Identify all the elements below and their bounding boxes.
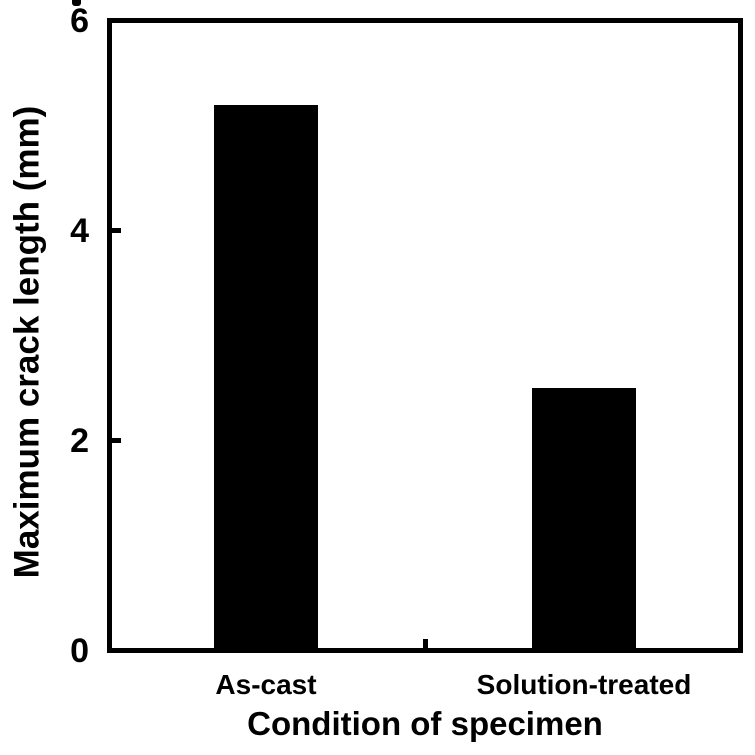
y-tick-mark-2: [112, 438, 121, 443]
bar-solution-treated: [532, 388, 636, 648]
y-tick-label-6: 6: [70, 2, 89, 40]
y-axis-title: Maximum crack length (mm): [7, 105, 47, 579]
y-tick-label-0: 0: [70, 632, 89, 670]
x-axis-title: Condition of specimen: [247, 705, 603, 742]
plot-area: [107, 18, 743, 653]
y-tick-label-2: 2: [70, 422, 89, 460]
x-axis-category-separator-tick: [423, 639, 428, 648]
y-tick-mark-4: [112, 228, 121, 233]
x-tick-label-solution-treated: Solution-treated: [476, 669, 692, 700]
crop-artifact: [72, 0, 81, 6]
y-tick-label-4: 4: [70, 212, 89, 250]
x-tick-label-as-cast: As-cast: [215, 669, 317, 700]
bar-as-cast: [214, 105, 318, 649]
